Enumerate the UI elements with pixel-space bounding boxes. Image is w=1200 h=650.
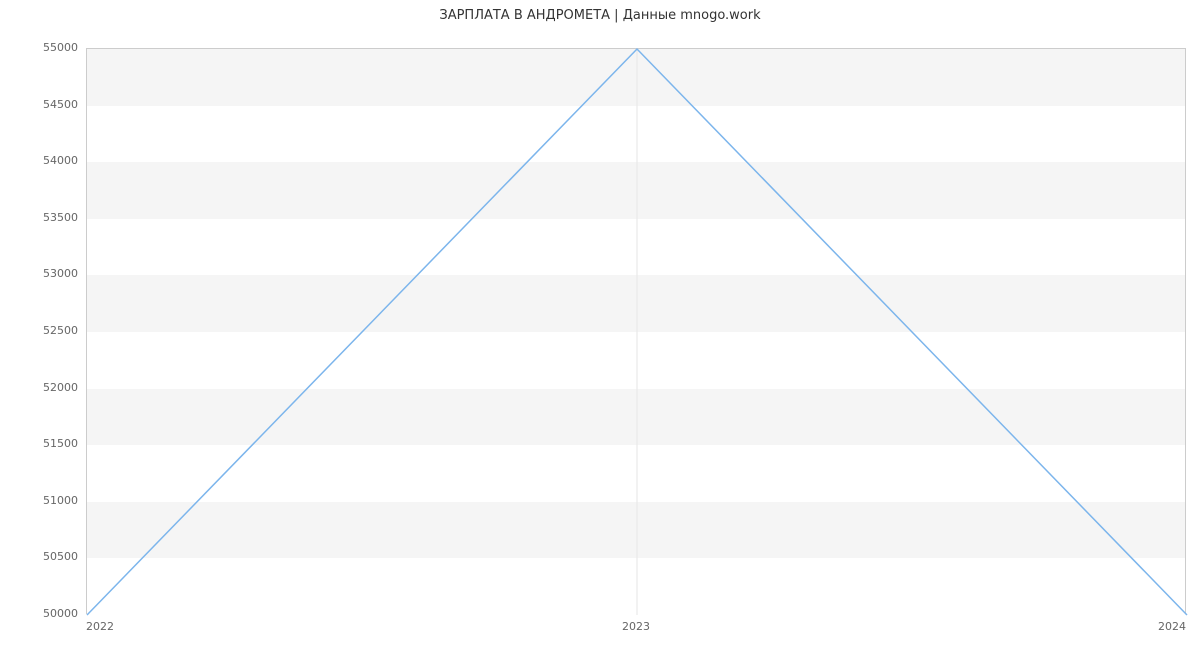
x-tick-label: 2022 [86, 620, 114, 633]
y-tick-label: 51000 [28, 494, 78, 507]
y-tick-label: 51500 [28, 437, 78, 450]
y-tick-label: 50500 [28, 550, 78, 563]
chart-container: ЗАРПЛАТА В АНДРОМЕТА | Данные mnogo.work… [0, 0, 1200, 650]
line-layer [87, 49, 1187, 615]
y-tick-label: 54000 [28, 154, 78, 167]
chart-title: ЗАРПЛАТА В АНДРОМЕТА | Данные mnogo.work [0, 8, 1200, 23]
y-tick-label: 54500 [28, 98, 78, 111]
y-tick-label: 55000 [28, 41, 78, 54]
y-tick-label: 52500 [28, 324, 78, 337]
plot-area [86, 48, 1186, 614]
y-tick-label: 50000 [28, 607, 78, 620]
y-tick-label: 52000 [28, 381, 78, 394]
x-tick-label: 2023 [622, 620, 650, 633]
y-tick-label: 53500 [28, 211, 78, 224]
y-tick-label: 53000 [28, 267, 78, 280]
x-tick-label: 2024 [1158, 620, 1186, 633]
